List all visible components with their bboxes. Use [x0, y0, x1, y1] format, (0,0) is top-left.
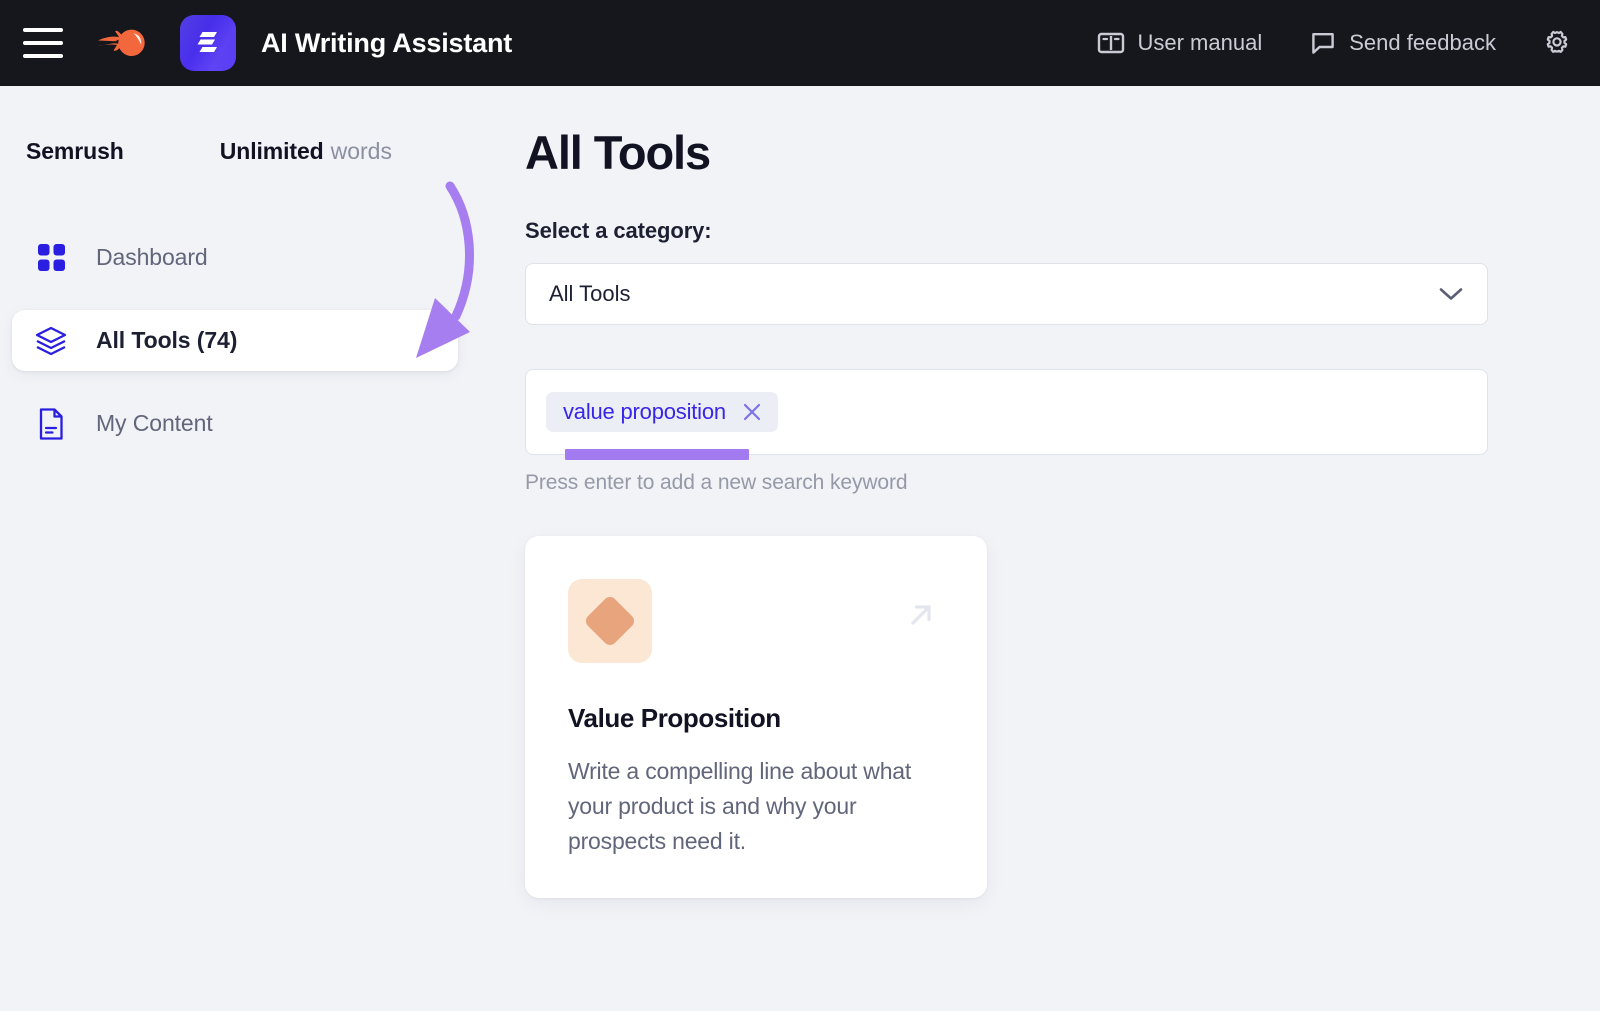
plan-name: Semrush [26, 138, 124, 164]
document-icon [34, 407, 68, 441]
user-manual-label: User manual [1137, 30, 1263, 55]
sidebar-nav: Dashboard All Tools (74) [0, 227, 470, 454]
semrush-comet-icon[interactable] [95, 23, 151, 63]
topbar-actions: User manual Send feedback [1049, 26, 1600, 60]
keyword-highlight-underline [565, 449, 749, 461]
chevron-down-icon [1437, 285, 1465, 303]
page-title: All Tools [525, 126, 711, 179]
hamburger-line [23, 28, 63, 32]
top-bar: AI Writing Assistant User manual [0, 0, 1600, 86]
plan-row: Semrush Unlimited words [0, 86, 470, 165]
arrow-up-right-icon[interactable] [902, 596, 940, 634]
word-balance-label: words [330, 138, 392, 164]
category-select[interactable]: All Tools [525, 263, 1488, 326]
keyword-chip[interactable]: value proposition [546, 392, 778, 433]
word-balance-count: Unlimited [219, 138, 324, 164]
diamond-shape [583, 594, 637, 649]
sidebar-item-dashboard[interactable]: Dashboard [12, 227, 458, 288]
sidebar-item-my-content[interactable]: My Content [12, 393, 458, 454]
tool-card-description: Write a compelling line about what your … [568, 758, 912, 855]
hamburger-line [23, 41, 63, 45]
category-select-value: All Tools [549, 281, 631, 307]
orange-diamond-icon [568, 579, 652, 664]
search-hint: Press enter to add a new search keyword [525, 471, 908, 495]
speech-bubble-icon [1310, 30, 1336, 56]
book-icon [1097, 30, 1125, 56]
layers-stack-icon [34, 324, 68, 358]
user-manual-link[interactable]: User manual [1097, 30, 1263, 56]
category-label: Select a category: [525, 218, 712, 244]
tool-cards-grid: Value Proposition Write a compelling lin… [525, 536, 1542, 899]
sidebar-item-label: My Content [96, 410, 213, 436]
sidebar-item-label: All Tools (74) [96, 327, 238, 353]
sidebar-item-label: Dashboard [96, 244, 208, 270]
gear-icon[interactable] [1540, 26, 1574, 60]
tool-card-title: Value Proposition [568, 703, 781, 734]
send-feedback-link[interactable]: Send feedback [1310, 30, 1496, 56]
keyword-chip-label: value proposition [563, 399, 726, 425]
main-content: All Tools Select a category: All Tools v… [470, 86, 1600, 1011]
search-keywords-input[interactable]: value proposition [525, 369, 1488, 461]
sidebar: Semrush Unlimited words Dashboard [0, 86, 470, 1011]
grid-squares-icon [34, 241, 68, 275]
app-title: AI Writing Assistant [261, 27, 513, 58]
sidebar-item-all-tools[interactable]: All Tools (74) [12, 310, 458, 371]
ai-writing-assistant-logo-icon[interactable] [180, 15, 236, 71]
send-feedback-label: Send feedback [1349, 30, 1496, 55]
hamburger-menu-icon[interactable] [23, 28, 63, 58]
word-balance: Unlimited words [220, 138, 392, 165]
hamburger-line [23, 54, 63, 58]
close-x-icon[interactable] [741, 401, 763, 423]
tool-card-value-proposition[interactable]: Value Proposition Write a compelling lin… [525, 536, 987, 899]
